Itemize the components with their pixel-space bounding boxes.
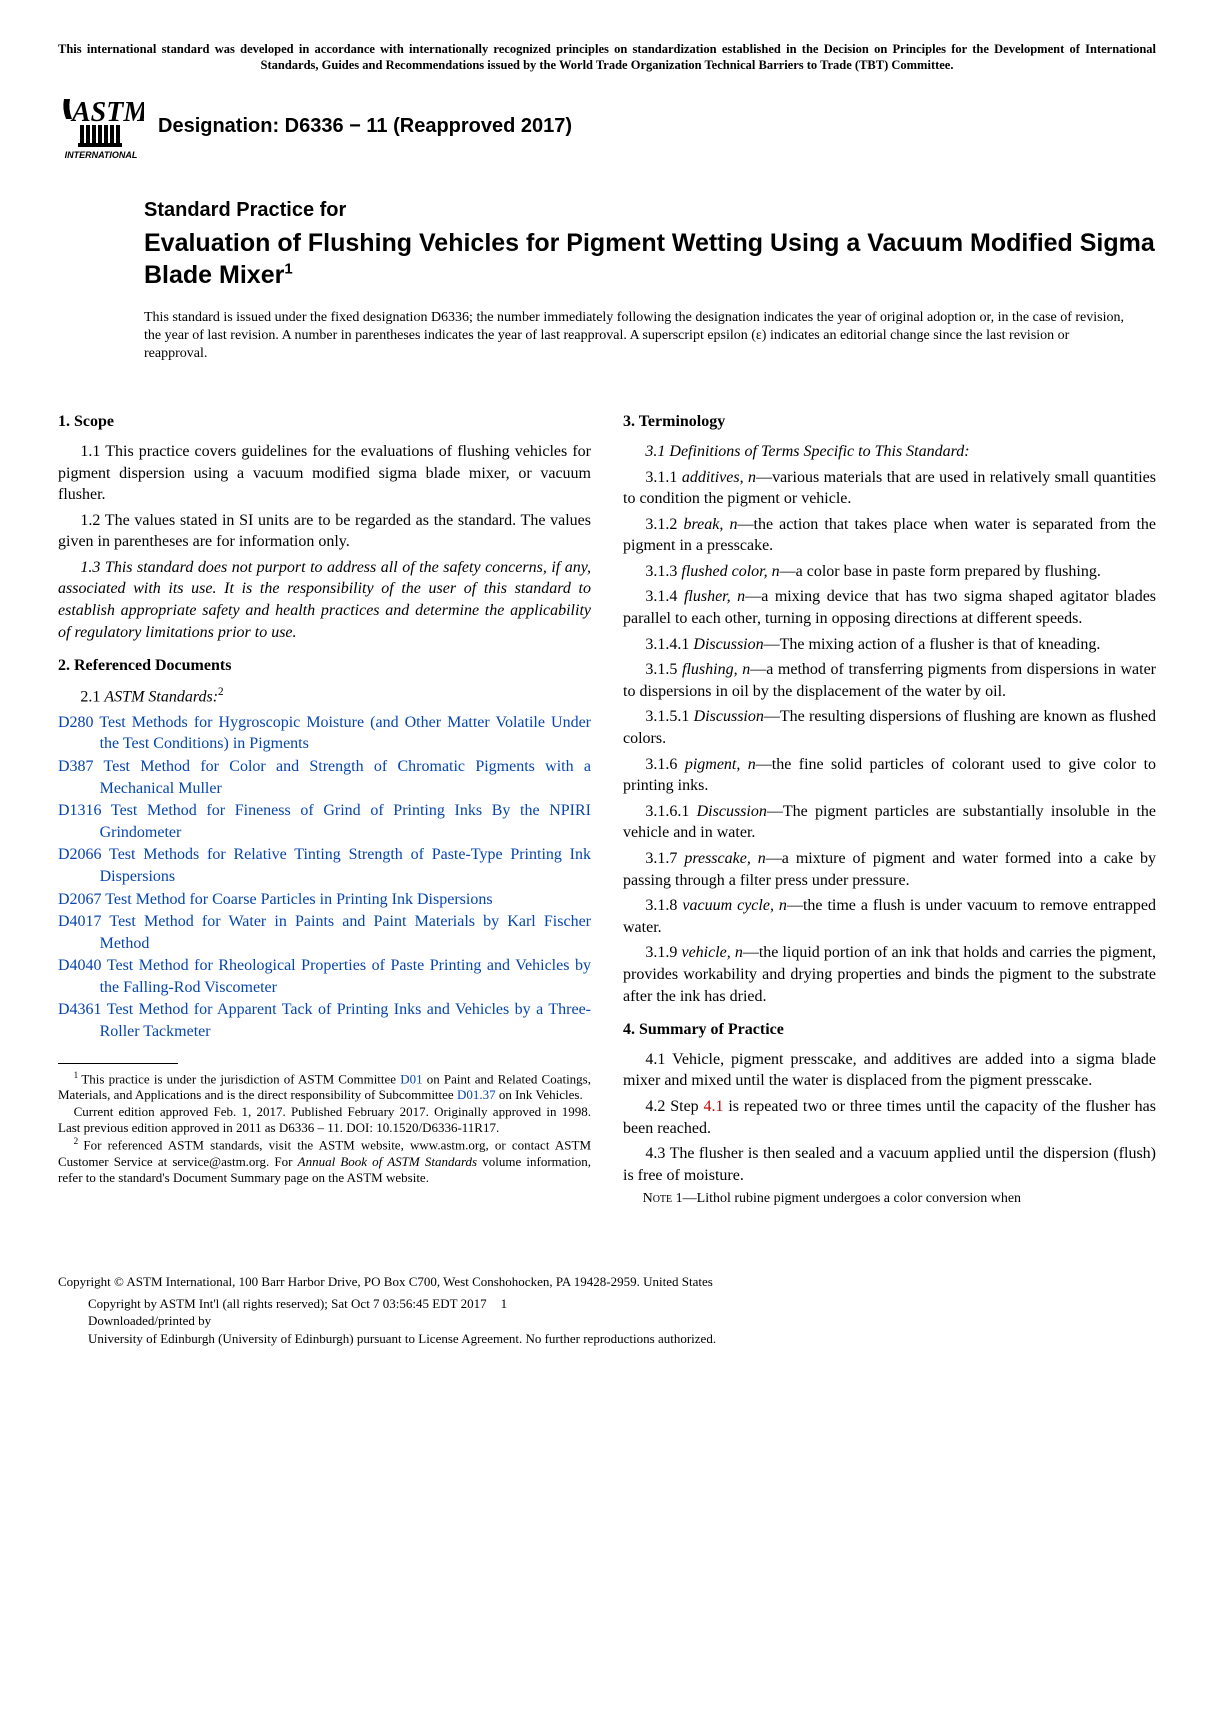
reference-item[interactable]: D4040 Test Method for Rheological Proper… [58,955,591,998]
para-3-1-5-1: 3.1.5.1 Discussion—The resulting dispers… [623,706,1156,749]
footer-block: Copyright by ASTM Int'l (all rights rese… [88,1295,1156,1348]
main-title: Evaluation of Flushing Vehicles for Pigm… [144,228,1156,291]
para-3-1-6: 3.1.6 pigment, n—the fine solid particle… [623,754,1156,797]
right-column: 3. Terminology 3.1 Definitions of Terms … [623,399,1156,1213]
reference-item[interactable]: D387 Test Method for Color and Strength … [58,756,591,799]
main-title-text: Evaluation of Flushing Vehicles for Pigm… [144,229,1155,288]
footnote-2: 2 For referenced ASTM standards, visit t… [58,1136,591,1186]
para-4-1: 4.1 Vehicle, pigment presscake, and addi… [623,1049,1156,1092]
reference-item[interactable]: D4361 Test Method for Apparent Tack of P… [58,999,591,1042]
title-superscript: 1 [284,260,292,277]
para-3-1-8: 3.1.8 vacuum cycle, n—the time a flush i… [623,895,1156,938]
columns: 1. Scope 1.1 This practice covers guidel… [58,399,1156,1213]
header-row: ASTM INTERNATIONAL Designation: D6336 − … [58,91,1156,161]
footnote-1-a: This practice is under the jurisdiction … [81,1071,400,1086]
para-3-1-2: 3.1.2 break, n—the action that takes pla… [623,514,1156,557]
left-column: 1. Scope 1.1 This practice covers guidel… [58,399,591,1213]
para-4-3: 4.3 The flusher is then sealed and a vac… [623,1143,1156,1186]
footnote-1: 1 This practice is under the jurisdictio… [58,1070,591,1104]
para-2-1-num: 2.1 [80,688,104,705]
para-3-1-3: 3.1.3 flushed color, n—a color base in p… [623,561,1156,583]
para-4-2-link[interactable]: 4.1 [704,1098,724,1115]
reference-item[interactable]: D2066 Test Methods for Relative Tinting … [58,844,591,887]
para-1-2: 1.2 The values stated in SI units are to… [58,510,591,553]
copyright: Copyright © ASTM International, 100 Barr… [58,1273,1156,1291]
footer-line3: University of Edinburgh (University of E… [88,1331,716,1346]
footnote-1-link2[interactable]: D01.37 [457,1087,496,1102]
designation: Designation: D6336 − 11 (Reapproved 2017… [158,113,572,140]
astm-logo: ASTM INTERNATIONAL [58,91,144,161]
reference-item[interactable]: D280 Test Methods for Hygroscopic Moistu… [58,712,591,755]
para-3-1-5: 3.1.5 flushing, n—a method of transferri… [623,659,1156,702]
para-2-1-ital: ASTM Standards: [104,688,218,705]
reference-item[interactable]: D4017 Test Method for Water in Paints an… [58,911,591,954]
svg-text:ASTM: ASTM [70,97,144,128]
para-1-1: 1.1 This practice covers guidelines for … [58,441,591,506]
para-2-1: 2.1 ASTM Standards:2 [58,685,591,708]
footnote-1-c: on Ink Vehicles. [496,1087,583,1102]
issuance-note: This standard is issued under the fixed … [144,309,1156,364]
para-3-1: 3.1 Definitions of Terms Specific to Thi… [623,441,1156,463]
references-list: D280 Test Methods for Hygroscopic Moistu… [58,712,591,1043]
top-notice: This international standard was develope… [58,42,1156,73]
footnote-1-link1[interactable]: D01 [400,1071,422,1086]
para-4-2-a: 4.2 Step [645,1098,703,1115]
section-1-head: 1. Scope [58,411,591,433]
reference-item[interactable]: D2067 Test Method for Coarse Particles i… [58,889,591,911]
reference-item[interactable]: D1316 Test Method for Fineness of Grind … [58,800,591,843]
para-3-1-1: 3.1.1 additives, n—various materials tha… [623,467,1156,510]
svg-text:INTERNATIONAL: INTERNATIONAL [65,150,138,160]
para-1-3: 1.3 This standard does not purport to ad… [58,557,591,643]
para-4-2: 4.2 Step 4.1 is repeated two or three ti… [623,1096,1156,1139]
section-3-head: 3. Terminology [623,411,1156,433]
note-1-text: Lithol rubine pigment undergoes a color … [697,1191,1021,1206]
pretitle: Standard Practice for [144,197,1156,224]
note-1-label: Note 1— [643,1191,697,1206]
para-3-1-7: 3.1.7 presscake, n—a mixture of pigment … [623,848,1156,891]
title-block: Standard Practice for Evaluation of Flus… [144,197,1156,291]
footnote-2-text: For referenced ASTM standards, visit the… [58,1137,591,1185]
section-2-head: 2. Referenced Documents [58,655,591,677]
footnote-rule [58,1063,178,1064]
page-number: 1 [501,1295,508,1313]
para-2-1-sup: 2 [218,686,224,698]
para-3-1-6-1: 3.1.6.1 Discussion—The pigment particles… [623,801,1156,844]
section-4-head: 4. Summary of Practice [623,1019,1156,1041]
para-3-1-9: 3.1.9 vehicle, n—the liquid portion of a… [623,942,1156,1007]
footnote-1d: Current edition approved Feb. 1, 2017. P… [58,1104,591,1137]
footer-line2: Downloaded/printed by [88,1313,211,1328]
para-3-1-4: 3.1.4 flusher, n—a mixing device that ha… [623,586,1156,629]
para-3-1-4-1: 3.1.4.1 Discussion—The mixing action of … [623,634,1156,656]
footer-line1: Copyright by ASTM Int'l (all rights rese… [88,1296,487,1311]
note-1: Note 1—Lithol rubine pigment undergoes a… [623,1190,1156,1209]
